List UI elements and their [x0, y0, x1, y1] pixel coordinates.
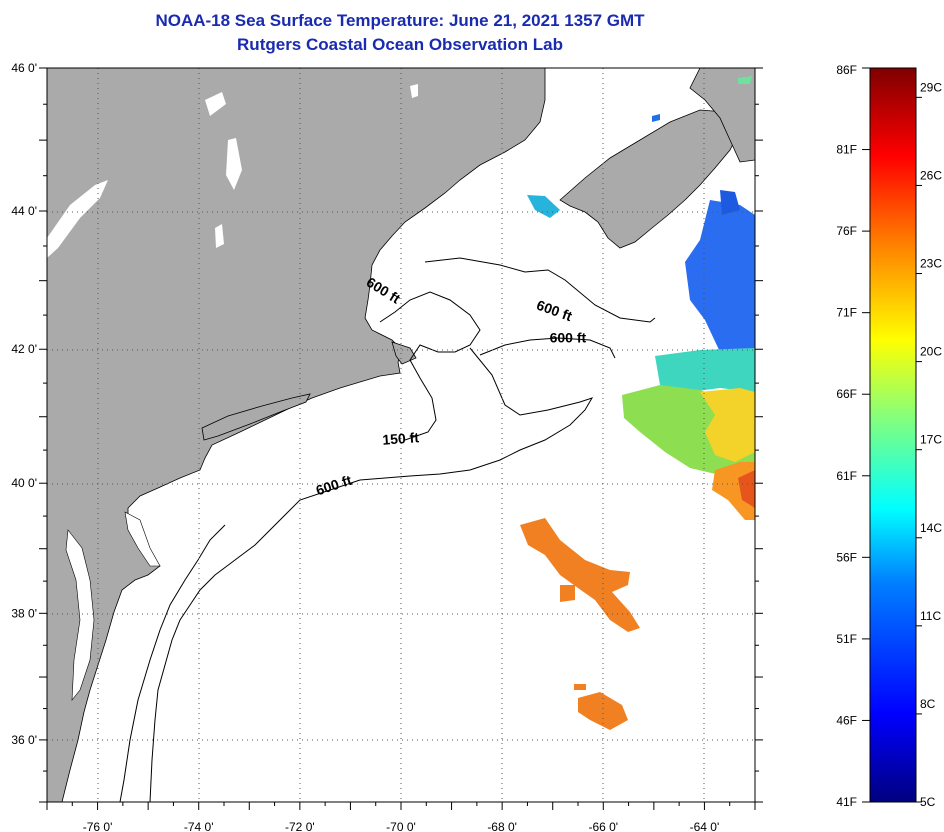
sst-patch-green-small	[738, 76, 752, 84]
colorbar-label-f: 46F	[836, 713, 857, 727]
colorbar-label-f: 76F	[836, 224, 857, 238]
sst-patch-yellow	[700, 388, 755, 462]
sst-patch-red	[738, 470, 755, 508]
colorbar-label-f: 56F	[836, 550, 857, 564]
contour-600ft-shelf	[149, 479, 361, 802]
lat-tick-label: 44 0'	[11, 204, 37, 218]
lon-tick-label: -64 0'	[690, 820, 720, 832]
colorbar-label-c: 29C	[920, 80, 942, 94]
sst-patch-teal	[655, 348, 755, 392]
inland-lake	[205, 92, 226, 116]
lat-tick-label: 42 0'	[11, 342, 37, 356]
lon-tick-label: -72 0'	[285, 820, 315, 832]
colorbar-label-c: 8C	[920, 697, 936, 711]
colorbar-label-c: 20C	[920, 345, 942, 359]
contour-150ft-gulf	[379, 291, 481, 441]
colorbar-label-f: 41F	[836, 795, 857, 809]
graticule	[47, 68, 755, 802]
delaware-bay	[124, 511, 161, 567]
long-island	[201, 393, 311, 441]
bathymetry-contours	[119, 257, 656, 802]
contour-label: 600 ft	[550, 329, 587, 345]
colorbar-label-c: 11C	[920, 609, 941, 623]
colorbar-label-c: 14C	[920, 521, 942, 535]
cape-breton	[689, 68, 755, 163]
lon-tick-label: -68 0'	[487, 820, 517, 832]
inland-lake	[47, 180, 108, 258]
sst-patch-offshore	[578, 692, 628, 730]
colorbar-label-c: 5C	[920, 795, 936, 809]
sst-patch-cold	[685, 200, 755, 352]
colorbar	[869, 67, 917, 803]
sst-patch-offshore	[560, 585, 575, 602]
lon-tick-label: -76 0'	[83, 820, 113, 832]
colorbar-label-f: 66F	[836, 387, 857, 401]
inland-lake	[215, 224, 224, 248]
colorbar-label-f: 71F	[836, 306, 857, 320]
sst-patch-offshore	[520, 518, 640, 632]
contour-600ft-gulf	[424, 257, 656, 323]
chesapeake-bay	[65, 529, 95, 701]
inland-lake	[226, 138, 242, 190]
colorbar-label-c: 26C	[920, 168, 942, 182]
colorbar-label-f: 86F	[836, 63, 857, 77]
lat-tick-label: 40 0'	[11, 476, 37, 490]
cape-cod	[391, 341, 417, 365]
contour-150ft-shelf	[119, 524, 226, 802]
lon-tick-label: -74 0'	[184, 820, 214, 832]
map-title: NOAA-18 Sea Surface Temperature: June 21…	[155, 11, 645, 30]
colorbar-label-f: 51F	[836, 632, 857, 646]
sst-data-layer	[520, 76, 755, 730]
lon-tick-label: -66 0'	[588, 820, 618, 832]
lat-tick-label: 46 0'	[11, 61, 37, 75]
lat-tick-label: 36 0'	[11, 733, 37, 747]
inland-lake	[410, 84, 418, 98]
map-subtitle: Rutgers Coastal Ocean Observation Lab	[237, 35, 563, 54]
colorbar-label-f: 61F	[836, 469, 857, 483]
lat-tick-label: 38 0'	[11, 606, 37, 620]
colorbar-label-c: 17C	[920, 433, 942, 447]
sst-patch-offshore	[574, 684, 586, 690]
contour-label: 150 ft	[382, 429, 420, 448]
contour-georges-bank	[359, 347, 594, 481]
colorbar-label-c: 23C	[920, 257, 942, 271]
sst-patch-cyan	[527, 195, 560, 218]
lon-tick-label: -70 0'	[386, 820, 416, 832]
colorbar-label-f: 81F	[836, 143, 857, 157]
sst-patch-cold	[720, 190, 740, 215]
nova-scotia	[559, 109, 741, 249]
sst-patch-blue-small	[652, 114, 660, 122]
contour-600ft-georges	[479, 337, 616, 359]
